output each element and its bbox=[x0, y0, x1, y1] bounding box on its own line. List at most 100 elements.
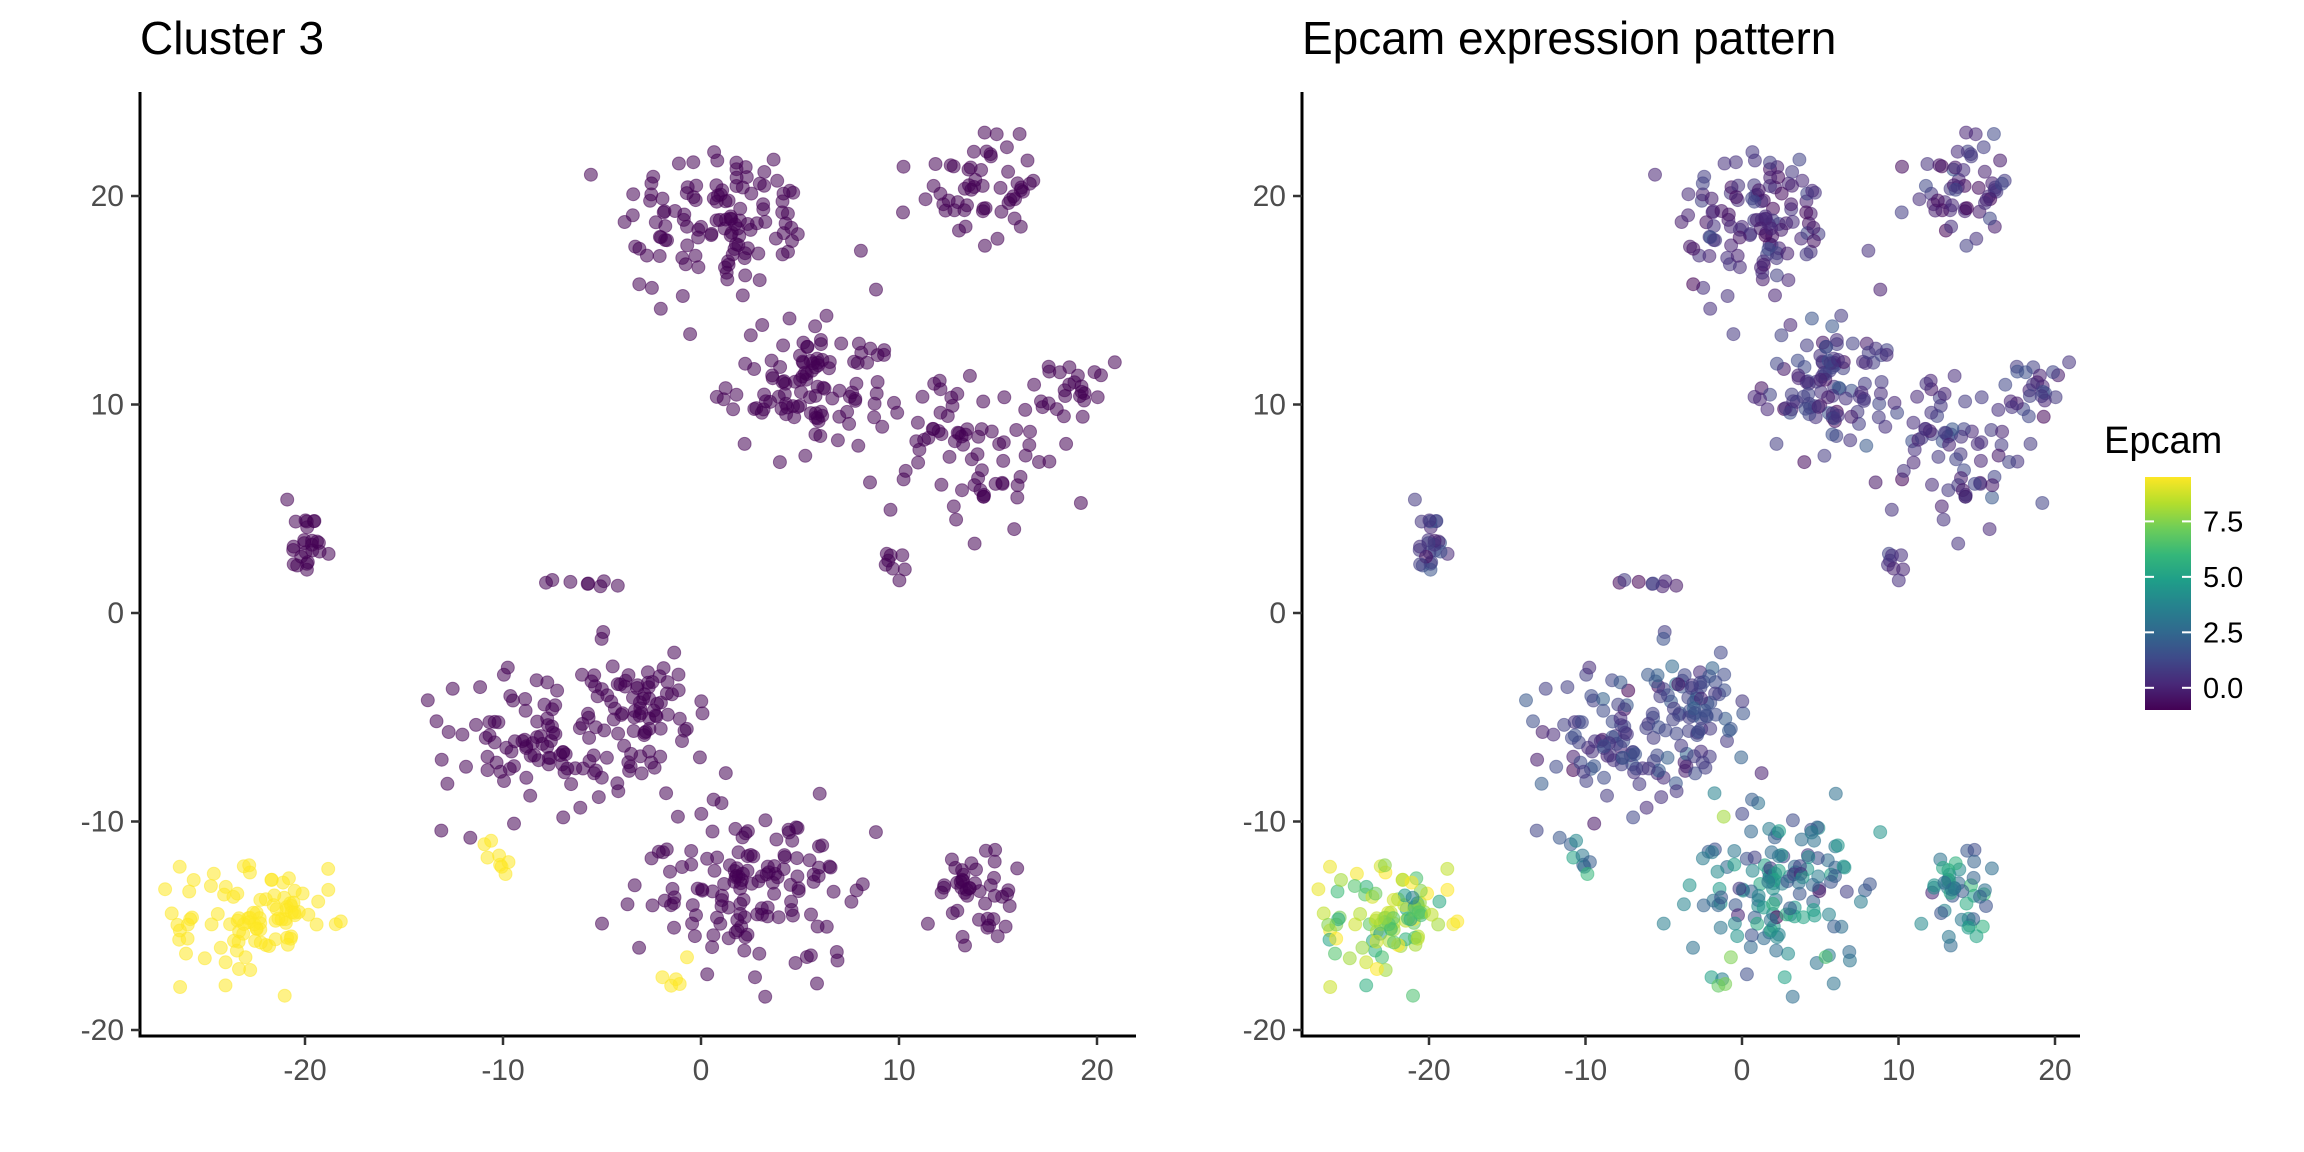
data-point bbox=[950, 875, 964, 890]
data-point bbox=[1769, 268, 1784, 283]
data-point bbox=[633, 749, 648, 764]
data-point bbox=[1718, 977, 1733, 991]
data-point bbox=[1597, 739, 1611, 754]
data-point bbox=[572, 721, 587, 736]
data-point bbox=[545, 573, 560, 587]
data-point bbox=[232, 962, 246, 976]
data-point bbox=[830, 433, 845, 448]
data-point bbox=[1012, 127, 1027, 141]
data-point bbox=[690, 881, 705, 896]
data-point bbox=[1347, 879, 1362, 893]
data-point bbox=[869, 282, 883, 297]
data-point bbox=[218, 955, 233, 970]
data-point bbox=[501, 855, 516, 870]
data-point bbox=[727, 874, 742, 889]
data-point bbox=[1686, 940, 1700, 955]
data-point bbox=[1979, 192, 1994, 207]
data-point bbox=[560, 761, 575, 776]
data-point bbox=[1818, 950, 1833, 964]
data-point bbox=[1734, 750, 1749, 765]
data-point bbox=[611, 784, 626, 799]
data-point bbox=[1995, 424, 2010, 439]
data-point bbox=[832, 409, 847, 424]
data-point bbox=[1567, 728, 1582, 743]
data-point bbox=[740, 849, 755, 864]
data-point bbox=[942, 449, 957, 464]
data-point bbox=[1799, 247, 1814, 262]
data-point bbox=[1087, 365, 1102, 380]
data-point bbox=[667, 890, 682, 905]
data-point bbox=[620, 897, 635, 912]
data-point bbox=[1781, 273, 1796, 288]
data-point bbox=[321, 882, 336, 897]
data-point bbox=[1713, 645, 1728, 660]
data-point bbox=[687, 929, 702, 944]
data-point bbox=[587, 668, 602, 683]
data-point bbox=[1052, 365, 1067, 380]
colorbar-tick-label: 5.0 bbox=[2203, 562, 2243, 594]
data-point bbox=[1751, 888, 1766, 903]
data-point bbox=[1993, 153, 2008, 168]
data-point bbox=[1920, 157, 1935, 171]
data-point bbox=[771, 910, 786, 925]
data-point bbox=[803, 390, 817, 405]
data-point bbox=[870, 375, 885, 389]
data-point bbox=[1658, 574, 1673, 589]
data-point bbox=[1934, 906, 1949, 921]
data-point bbox=[1722, 257, 1737, 272]
data-point bbox=[1964, 149, 1979, 164]
data-point bbox=[926, 422, 941, 436]
data-point bbox=[2002, 455, 2017, 469]
data-point bbox=[1764, 221, 1779, 236]
data-point bbox=[764, 353, 779, 368]
data-point bbox=[887, 395, 901, 410]
data-point bbox=[1770, 930, 1784, 945]
x-tick-label: 10 bbox=[1882, 1054, 1915, 1087]
data-point bbox=[1386, 892, 1401, 907]
data-point bbox=[1760, 402, 1775, 417]
data-point bbox=[1723, 219, 1738, 234]
data-point bbox=[1774, 186, 1789, 201]
data-point bbox=[1967, 854, 1982, 869]
data-point bbox=[1948, 182, 1963, 197]
data-point bbox=[955, 929, 970, 944]
data-point bbox=[1792, 859, 1807, 874]
data-point bbox=[646, 703, 661, 718]
data-point bbox=[987, 870, 1001, 885]
data-point bbox=[1431, 917, 1446, 932]
data-point bbox=[706, 928, 721, 943]
y-tick-label: -20 bbox=[81, 1014, 124, 1047]
data-point bbox=[1879, 347, 1894, 362]
data-point bbox=[1830, 838, 1845, 853]
data-point bbox=[1600, 788, 1614, 803]
data-point bbox=[1596, 692, 1610, 706]
data-point bbox=[2005, 400, 2019, 415]
data-point bbox=[1924, 405, 1939, 420]
data-point bbox=[298, 513, 313, 528]
data-point bbox=[1717, 156, 1732, 171]
data-point bbox=[632, 940, 647, 955]
data-point bbox=[1549, 759, 1564, 774]
data-point bbox=[1552, 830, 1567, 845]
data-point bbox=[943, 158, 958, 173]
data-point bbox=[1334, 873, 1348, 887]
data-point bbox=[777, 850, 792, 865]
data-point bbox=[1369, 934, 1384, 949]
data-point bbox=[1856, 393, 1871, 408]
data-point bbox=[782, 311, 797, 326]
data-point bbox=[434, 752, 449, 767]
data-point bbox=[287, 905, 302, 920]
data-point bbox=[634, 706, 649, 720]
data-point bbox=[1811, 399, 1826, 414]
data-point bbox=[1070, 368, 1085, 383]
data-point bbox=[1681, 187, 1696, 202]
data-point bbox=[1368, 886, 1383, 901]
data-point bbox=[798, 448, 813, 463]
data-point bbox=[1937, 875, 1952, 890]
data-point bbox=[976, 394, 991, 409]
data-point bbox=[1747, 153, 1762, 168]
data-point bbox=[1937, 386, 1952, 401]
ticks-layer: -20 -10 0 10 20 -20 -10 0 10 20 bbox=[81, 180, 1114, 1087]
data-point bbox=[480, 763, 495, 778]
epcam-panel: Epcam expression pattern -20 -10 0 10 20-20-… bbox=[1243, 12, 2080, 1087]
